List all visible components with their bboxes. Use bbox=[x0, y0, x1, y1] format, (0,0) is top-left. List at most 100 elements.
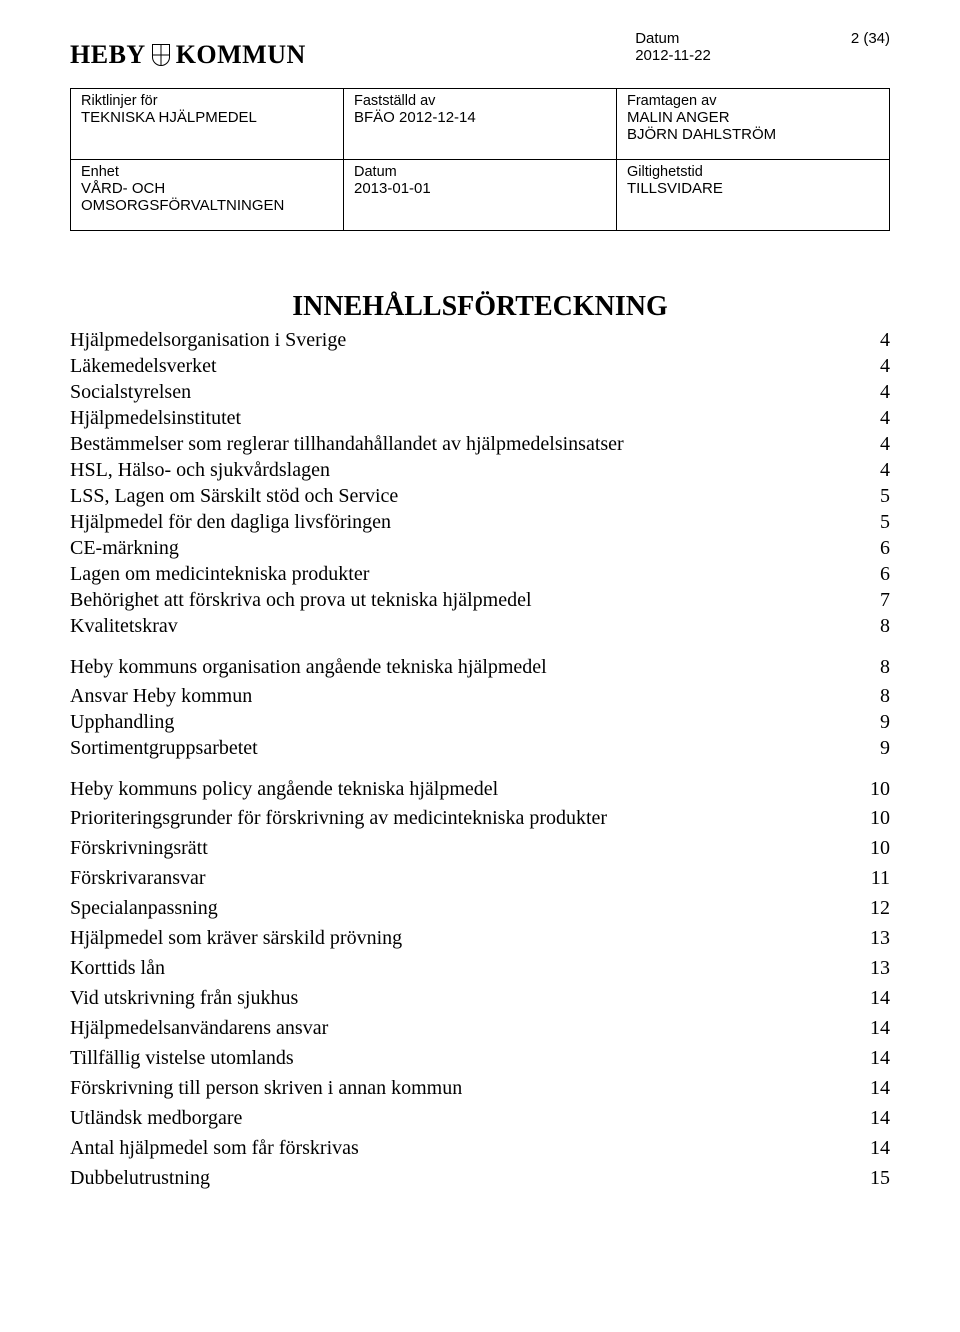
toc-entry-text: Sortimentgruppsarbetet bbox=[70, 737, 258, 760]
meta-value: VÅRD- OCH bbox=[81, 180, 333, 197]
toc-entry-text: Hjälpmedel för den dagliga livsföringen bbox=[70, 511, 391, 534]
toc-entry-page: 5 bbox=[862, 511, 890, 534]
logo-text-heby: HEBY bbox=[70, 40, 146, 70]
toc-entry-text: Förskrivaransvar bbox=[70, 867, 206, 890]
toc-entry[interactable]: Tillfällig vistelse utomlands 14 bbox=[70, 1047, 890, 1070]
toc-entry-text: Utländsk medborgare bbox=[70, 1107, 242, 1130]
toc-entry-page: 14 bbox=[862, 987, 890, 1010]
toc-entry[interactable]: Hjälpmedel för den dagliga livsföringen 5 bbox=[70, 511, 890, 534]
toc-entry-text: Specialanpassning bbox=[70, 897, 218, 920]
toc-entry-page: 13 bbox=[862, 927, 890, 950]
toc-entry-page: 6 bbox=[862, 537, 890, 560]
toc-entry[interactable]: Kvalitetskrav 8 bbox=[70, 615, 890, 638]
meta-cell-date: Datum 2013-01-01 bbox=[344, 160, 617, 231]
toc-entry-text: Hjälpmedelsorganisation i Sverige bbox=[70, 329, 346, 352]
toc-entry-text: Ansvar Heby kommun bbox=[70, 685, 252, 708]
toc-entry[interactable]: Antal hjälpmedel som får förskrivas14 bbox=[70, 1137, 890, 1160]
toc-entry-text: Prioriteringsgrunder för förskrivning av… bbox=[70, 807, 607, 830]
toc-entry-text: Socialstyrelsen bbox=[70, 381, 191, 404]
toc-entry[interactable]: Prioriteringsgrunder för förskrivning av… bbox=[70, 807, 890, 830]
toc-entry[interactable]: Ansvar Heby kommun 8 bbox=[70, 685, 890, 708]
toc-title: INNEHÅLLSFÖRTECKNING bbox=[70, 291, 890, 323]
toc-entry-page: 11 bbox=[862, 867, 890, 890]
toc-entry-page: 13 bbox=[862, 957, 890, 980]
crest-icon bbox=[152, 44, 170, 66]
toc-entry[interactable]: Socialstyrelsen 4 bbox=[70, 381, 890, 404]
toc-entry[interactable]: Hjälpmedelsorganisation i Sverige 4 bbox=[70, 329, 890, 352]
toc-entry-page: 14 bbox=[862, 1077, 890, 1100]
header-datum-value: 2012-11-22 bbox=[635, 47, 711, 64]
toc-entry[interactable]: Specialanpassning12 bbox=[70, 897, 890, 920]
toc-entry-text: Vid utskrivning från sjukhus bbox=[70, 987, 298, 1010]
toc-entry-page: 7 bbox=[862, 589, 890, 612]
toc-entry[interactable]: Förskrivningsrätt10 bbox=[70, 837, 890, 860]
toc-entry-page: 14 bbox=[862, 1047, 890, 1070]
meta-cell-guidelines: Riktlinjer för TEKNISKA HJÄLPMEDEL bbox=[71, 89, 344, 160]
toc-entry-text: Förskrivning till person skriven i annan… bbox=[70, 1077, 462, 1100]
meta-label: Datum bbox=[354, 164, 606, 180]
meta-value: TEKNISKA HJÄLPMEDEL bbox=[81, 109, 333, 126]
toc-entry-page: 14 bbox=[862, 1107, 890, 1130]
meta-cell-validity: Giltighetstid TILLSVIDARE bbox=[617, 160, 890, 231]
meta-value: TILLSVIDARE bbox=[627, 180, 879, 197]
toc-entry[interactable]: Behörighet att förskriva och prova ut te… bbox=[70, 589, 890, 612]
toc-entry-page: 9 bbox=[862, 737, 890, 760]
toc-entry[interactable]: Sortimentgruppsarbetet 9 bbox=[70, 737, 890, 760]
toc-entry-page: 10 bbox=[862, 807, 890, 830]
toc-entry-text: Dubbelutrustning bbox=[70, 1167, 210, 1190]
toc-entry-text: Heby kommuns policy angående tekniska hj… bbox=[70, 778, 498, 801]
toc-entry[interactable]: Heby kommuns organisation angående tekni… bbox=[70, 656, 890, 679]
toc-entry-text: Tillfällig vistelse utomlands bbox=[70, 1047, 294, 1070]
table-row: Riktlinjer för TEKNISKA HJÄLPMEDEL Fasts… bbox=[71, 89, 890, 160]
toc-entry-page: 5 bbox=[862, 485, 890, 508]
toc-entry[interactable]: Förskrivning till person skriven i annan… bbox=[70, 1077, 890, 1100]
toc-entry-page: 8 bbox=[862, 615, 890, 638]
toc-entry[interactable]: Hjälpmedel som kräver särskild prövning1… bbox=[70, 927, 890, 950]
logo-text-kommun: KOMMUN bbox=[176, 40, 306, 70]
toc-entry-text: Kvalitetskrav bbox=[70, 615, 178, 638]
toc-entry[interactable]: Vid utskrivning från sjukhus 14 bbox=[70, 987, 890, 1010]
toc-entry-text: Hjälpmedelsinstitutet bbox=[70, 407, 241, 430]
toc-entry-text: Lagen om medicintekniska produkter bbox=[70, 563, 369, 586]
toc-entry[interactable]: CE-märkning6 bbox=[70, 537, 890, 560]
toc-entry[interactable]: HSL, Hälso- och sjukvårdslagen4 bbox=[70, 459, 890, 482]
meta-value: 2013-01-01 bbox=[354, 180, 606, 197]
meta-value: OMSORGSFÖRVALTNINGEN bbox=[81, 197, 333, 214]
toc-container: Hjälpmedelsorganisation i Sverige4Läkeme… bbox=[70, 329, 890, 1190]
toc-entry[interactable]: Förskrivaransvar 11 bbox=[70, 867, 890, 890]
toc-entry-page: 10 bbox=[862, 837, 890, 860]
toc-entry[interactable]: Läkemedelsverket4 bbox=[70, 355, 890, 378]
meta-label: Enhet bbox=[81, 164, 333, 180]
toc-entry[interactable]: Upphandling9 bbox=[70, 711, 890, 734]
table-row: Enhet VÅRD- OCH OMSORGSFÖRVALTNINGEN Dat… bbox=[71, 160, 890, 231]
toc-entry-text: Hjälpmedelsanvändarens ansvar bbox=[70, 1017, 328, 1040]
toc-entry-page: 8 bbox=[862, 656, 890, 679]
toc-entry-page: 4 bbox=[862, 355, 890, 378]
toc-entry[interactable]: Hjälpmedelsanvändarens ansvar 14 bbox=[70, 1017, 890, 1040]
toc-entry-page: 8 bbox=[862, 685, 890, 708]
toc-entry[interactable]: Korttids lån13 bbox=[70, 957, 890, 980]
meta-cell-unit: Enhet VÅRD- OCH OMSORGSFÖRVALTNINGEN bbox=[71, 160, 344, 231]
header-datum-block: Datum 2012-11-22 bbox=[635, 30, 711, 64]
toc-entry-page: 14 bbox=[862, 1017, 890, 1040]
toc-entry-page: 4 bbox=[862, 329, 890, 352]
page-header: HEBY KOMMUN Datum 2012-11-22 2 (34) bbox=[70, 30, 890, 70]
logo: HEBY KOMMUN bbox=[70, 30, 306, 70]
meta-label: Fastställd av bbox=[354, 93, 606, 109]
toc-entry-page: 6 bbox=[862, 563, 890, 586]
toc-entry-text: Bestämmelser som reglerar tillhandahålla… bbox=[70, 433, 624, 456]
toc-entry-text: Behörighet att förskriva och prova ut te… bbox=[70, 589, 532, 612]
toc-entry-text: Antal hjälpmedel som får förskrivas bbox=[70, 1137, 359, 1160]
toc-entry[interactable]: Heby kommuns policy angående tekniska hj… bbox=[70, 778, 890, 801]
meta-value: BFÄO 2012-12-14 bbox=[354, 109, 606, 126]
toc-entry[interactable]: Hjälpmedelsinstitutet4 bbox=[70, 407, 890, 430]
toc-entry[interactable]: LSS, Lagen om Särskilt stöd och Service5 bbox=[70, 485, 890, 508]
toc-entry[interactable]: Lagen om medicintekniska produkter 6 bbox=[70, 563, 890, 586]
toc-entry-text: HSL, Hälso- och sjukvårdslagen bbox=[70, 459, 330, 482]
toc-entry[interactable]: Dubbelutrustning 15 bbox=[70, 1167, 890, 1190]
toc-entry[interactable]: Bestämmelser som reglerar tillhandahålla… bbox=[70, 433, 890, 456]
toc-entry-text: Heby kommuns organisation angående tekni… bbox=[70, 656, 547, 679]
toc-entry-page: 4 bbox=[862, 381, 890, 404]
toc-entry[interactable]: Utländsk medborgare 14 bbox=[70, 1107, 890, 1130]
toc-entry-page: 15 bbox=[862, 1167, 890, 1190]
